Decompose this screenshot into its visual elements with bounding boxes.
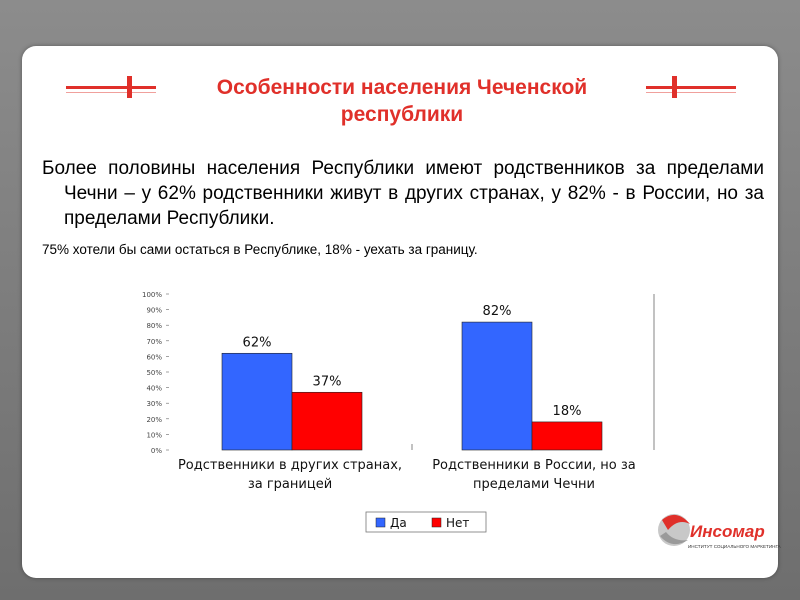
bar-chart-svg: 0% 10% 20% 30% 40% 50% 60% 70% 80% 90% 100% 62% 37% Р… <box>142 291 655 533</box>
category-label: за границей <box>248 477 332 492</box>
y-tick-label: 70% <box>146 338 162 346</box>
data-label: 18% <box>553 404 582 419</box>
bar-chart: 0% 10% 20% 30% 40% 50% 60% 70% 80% 90% 100% 62% 37% Р… <box>122 284 682 574</box>
y-tick-label: 90% <box>146 307 162 315</box>
insomar-logo: Инсомар ИНСТИТУТ СОЦИАЛЬНОГО МАРКЕТИНГА <box>652 506 792 566</box>
bar-net <box>291 391 363 451</box>
data-label: 62% <box>243 335 272 350</box>
slide-title: Особенности населения Чеченской республи… <box>216 76 588 126</box>
left-decoration-line <box>66 86 156 89</box>
bar-da <box>221 352 293 451</box>
category-label: пределами Чечни <box>473 477 595 492</box>
body-text: Более половины населения Республики имею… <box>42 156 764 262</box>
logo-name: Инсомар <box>690 522 765 541</box>
y-tick-label: 30% <box>146 400 162 408</box>
right-decoration-thin-line <box>646 92 736 93</box>
legend-box <box>365 511 487 533</box>
y-tick-label: 100% <box>142 291 162 299</box>
category-label: Родственники в других странах, <box>178 458 402 473</box>
bar-da <box>461 321 533 451</box>
data-label: 82% <box>483 304 512 319</box>
left-decoration-bar <box>127 76 132 98</box>
y-tick-label: 0% <box>151 447 162 455</box>
legend-label-da: Да <box>390 516 407 530</box>
legend-label-net: Нет <box>446 516 469 530</box>
legend-swatch-net <box>431 517 442 528</box>
logo-graphic: Инсомар ИНСТИТУТ СОЦИАЛЬНОГО МАРКЕТИНГА <box>658 514 782 549</box>
main-paragraph: Более половины населения Республики имею… <box>42 158 764 229</box>
logo-tagline: ИНСТИТУТ СОЦИАЛЬНОГО МАРКЕТИНГА <box>688 544 782 549</box>
legend-swatch-da <box>375 517 386 528</box>
right-decoration-line <box>646 86 736 89</box>
slide-card: Особенности населения Чеченской республи… <box>22 46 782 578</box>
y-tick-label: 50% <box>146 369 162 377</box>
y-tick-label: 40% <box>146 385 162 393</box>
right-decoration-bar <box>672 76 677 98</box>
y-tick-label: 10% <box>146 431 162 439</box>
secondary-paragraph: 75% хотели бы сами остаться в Республике… <box>42 242 478 257</box>
data-label: 37% <box>313 374 342 389</box>
y-tick-label: 20% <box>146 416 162 424</box>
category-label: Родственники в России, но за <box>432 458 636 473</box>
left-decoration-thin-line <box>66 92 156 93</box>
bar-net <box>531 421 603 451</box>
y-tick-label: 60% <box>146 353 162 361</box>
y-tick-label: 80% <box>146 322 162 330</box>
